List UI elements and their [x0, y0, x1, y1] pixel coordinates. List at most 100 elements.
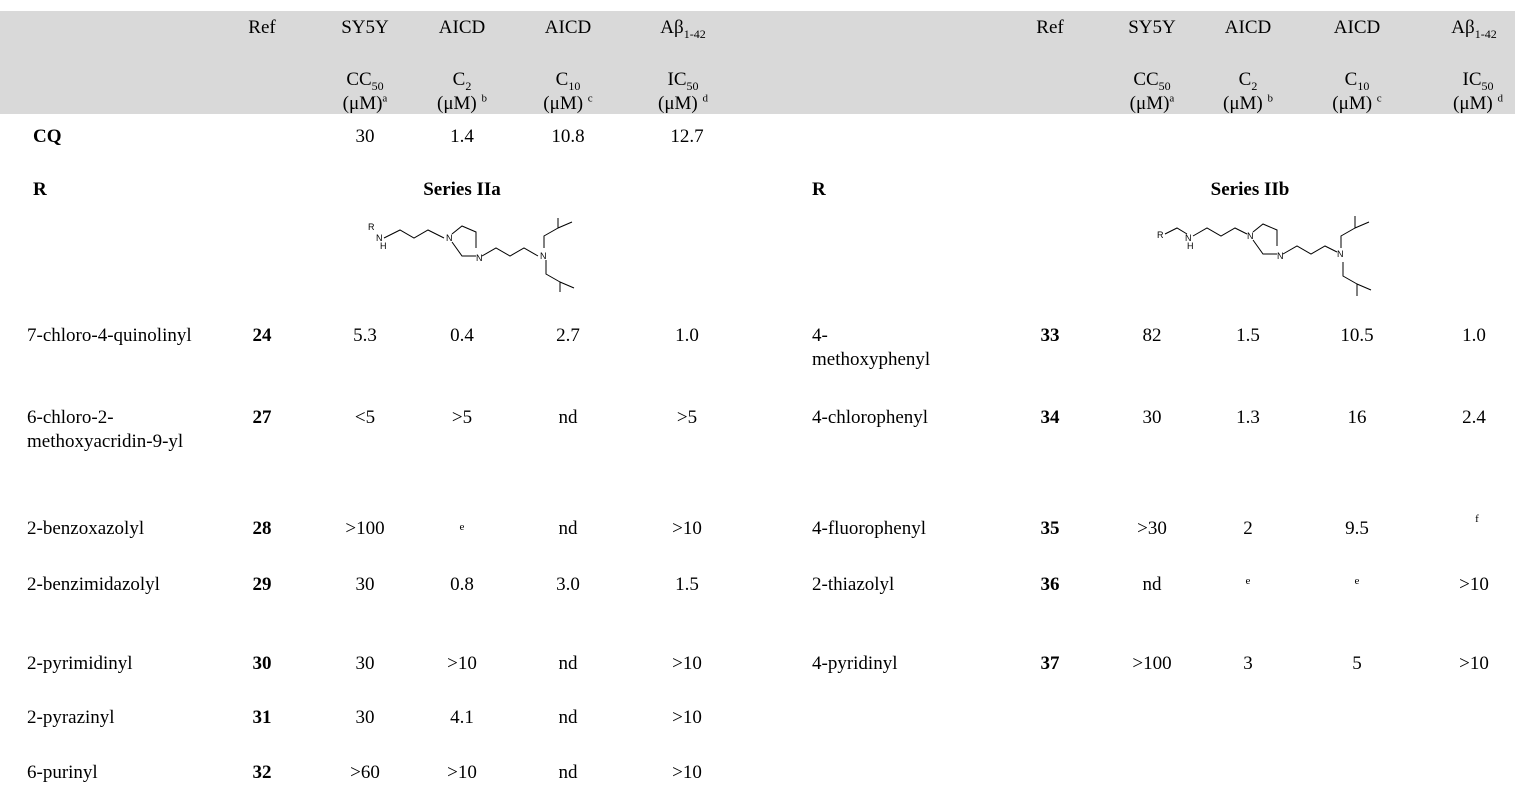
row-c10: 2.7 [556, 325, 580, 346]
header-cc50: CC50 (μM)a [1130, 68, 1175, 116]
row-ref: 34 [1040, 407, 1060, 428]
c2-subscript: 2 [1251, 78, 1258, 93]
row-c10: 10.5 [1340, 325, 1374, 346]
ic50-label: IC [1462, 69, 1482, 90]
struct-n1: N [446, 233, 453, 243]
row-c2: 3 [1243, 653, 1253, 674]
c2-label: C [1238, 69, 1252, 90]
row-ic50: >10 [672, 707, 702, 728]
row-ic50: >10 [672, 762, 702, 783]
cq-c10: 10.8 [551, 126, 585, 147]
row-c10: nd [558, 653, 578, 674]
header-aicd-c2: AICD [438, 17, 486, 38]
struct-n3: N [1337, 249, 1344, 259]
row-c2: 2 [1243, 518, 1253, 539]
abeta-symbol: Aβ [660, 17, 684, 38]
row-c2: >5 [451, 407, 473, 428]
c10-footnote: c [1376, 92, 1382, 105]
row-r: 4-methoxyphenyl [812, 325, 931, 370]
row-r: 6-chloro-2-methoxyacridin-9-yl [27, 407, 184, 452]
c10-label: C [555, 69, 569, 90]
ic50-subscript: 50 [686, 78, 699, 93]
c2-footnote: b [481, 92, 488, 105]
cq-sy5y: 30 [355, 126, 375, 147]
row-ic50: 1.5 [675, 574, 699, 595]
row-r: 2-thiazolyl [812, 574, 895, 595]
ic50-label: IC [667, 69, 687, 90]
row-c10: nd [558, 762, 578, 783]
row-r: 2-benzoxazolyl [27, 518, 145, 539]
row-c10: 16 [1347, 407, 1367, 428]
row-c2: e [1245, 575, 1251, 587]
ic50-unit: (μM) [658, 93, 698, 114]
row-c2: 0.4 [450, 325, 474, 346]
row-ic50: >5 [676, 407, 698, 428]
c10-subscript: 10 [568, 78, 581, 93]
abeta-subscript: 1-42 [1474, 26, 1497, 41]
row-c2: 0.8 [450, 574, 474, 595]
struct-nh-h: H [1187, 241, 1194, 251]
row-c10: nd [558, 518, 578, 539]
cc50-unit: (μM) [342, 93, 383, 114]
series-b-title: Series IIb [1210, 179, 1290, 200]
row-sy5y: nd [1142, 574, 1162, 595]
struct-n1: N [1247, 231, 1254, 241]
struct-nh-n: N [1185, 233, 1192, 243]
struct-nh-h: H [380, 241, 387, 251]
header-c10: C10 (μM) c [543, 68, 592, 116]
row-ref: 33 [1040, 325, 1060, 346]
row-ic50: >10 [1459, 653, 1489, 674]
series-b-structure: R N H N N N [1157, 216, 1372, 296]
c10-footnote: c [587, 92, 593, 105]
c10-label: C [1344, 69, 1358, 90]
header-c2: C2 (μM) b [437, 68, 487, 116]
cc50-label: CC [346, 69, 372, 90]
c10-unit: (μM) [1332, 93, 1373, 114]
row-c2: 1.3 [1236, 407, 1260, 428]
c2-footnote: b [1267, 92, 1274, 105]
row-c2: e [459, 521, 465, 533]
cc50-subscript: 50 [371, 78, 384, 93]
row-ic50: >10 [1459, 574, 1489, 595]
row-r: 6-purinyl [27, 762, 98, 783]
row-c10: nd [558, 707, 578, 728]
row-ref: 35 [1040, 518, 1060, 539]
row-ref: 30 [252, 653, 272, 674]
header-aicd-c10: AICD [1333, 17, 1381, 38]
struct-r: R [1157, 230, 1164, 240]
row-ic50: >10 [672, 653, 702, 674]
header-ref: Ref [1036, 17, 1064, 38]
row-ic50: >10 [672, 518, 702, 539]
ic50-unit: (μM) [1453, 93, 1493, 114]
row-c10: 5 [1352, 653, 1362, 674]
row-sy5y: >60 [350, 762, 380, 783]
row-sy5y: 30 [1142, 407, 1162, 428]
cc50-label: CC [1133, 69, 1159, 90]
row-r: 7-chloro-4-quinolinyl [27, 325, 192, 346]
row-r: 4-chlorophenyl [812, 407, 929, 428]
row-sy5y: 5.3 [353, 325, 377, 346]
struct-n3: N [540, 251, 547, 261]
header-sy5y: SY5Y [341, 17, 389, 38]
header-ref: Ref [248, 17, 276, 38]
row-r: 2-pyrimidinyl [27, 653, 133, 674]
header-aicd-c2: AICD [1224, 17, 1272, 38]
cc50-subscript: 50 [1158, 78, 1171, 93]
cc50-footnote: a [382, 92, 388, 105]
row-ref: 28 [252, 518, 272, 539]
row-r: 4-pyridinyl [812, 653, 898, 674]
row-sy5y: >100 [345, 518, 385, 539]
row-sy5y: >30 [1137, 518, 1167, 539]
row-sy5y: 30 [355, 653, 375, 674]
abeta-subscript: 1-42 [683, 26, 706, 41]
struct-n2: N [476, 253, 483, 263]
series-a-title: Series IIa [423, 179, 501, 200]
header-c10: C10 (μM) c [1332, 68, 1381, 116]
header-aicd-c10: AICD [544, 17, 592, 38]
cc50-unit: (μM) [1129, 93, 1170, 114]
ic50-footnote: d [702, 92, 709, 105]
header-abeta: Aβ1-42 [660, 16, 705, 40]
struct-nh-n: N [376, 233, 383, 243]
row-r: 2-pyrazinyl [27, 707, 115, 728]
row-sy5y: <5 [354, 407, 376, 428]
